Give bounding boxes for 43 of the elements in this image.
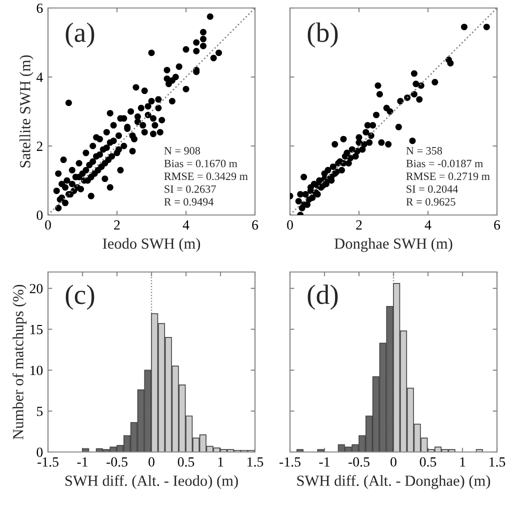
y-axis-title: Number of matchups (%) <box>12 284 26 440</box>
x-tick-label: 1 <box>218 457 224 466</box>
x-tick-label: 2 <box>356 220 362 230</box>
y-tick-label: 4 <box>36 72 43 82</box>
x-tick-label: -1 <box>77 457 88 466</box>
y-axis-title: Satellite SWH (m) <box>20 55 34 168</box>
x-tick-label: -1 <box>319 457 330 466</box>
x-tick-label: 1.5 <box>490 457 506 467</box>
y-tick-label: 20 <box>30 284 43 294</box>
annotation: (c) <box>66 284 94 310</box>
x-axis-title: Ieodo SWH (m) <box>102 238 200 252</box>
annotation: (d) <box>308 284 338 310</box>
x-tick-label: 6 <box>494 220 500 230</box>
y-tick-label: 15 <box>30 324 43 334</box>
x-tick-label: 0.5 <box>420 457 436 467</box>
x-tick-label: -1.5 <box>38 457 58 467</box>
x-tick-label: 0 <box>287 220 293 230</box>
annotation: N = 358 Bias = -0.0187 m RMSE = 0.2719 m SI = 0.2044 R = 0.9625 <box>406 147 490 206</box>
annotation: (b) <box>308 22 338 48</box>
y-tick-label: 10 <box>30 366 43 376</box>
x-tick-label: 2 <box>114 220 120 230</box>
y-tick-label: 0 <box>36 448 43 457</box>
x-tick-label: 6 <box>252 220 258 230</box>
x-axis-title: Donghae SWH (m) <box>334 238 452 252</box>
y-tick-label: 0 <box>36 210 43 220</box>
x-tick-label: 0 <box>148 457 154 467</box>
x-tick-label: 1.5 <box>248 457 264 467</box>
x-axis-title: SWH diff. (Alt. - Donghae) (m) <box>297 475 490 490</box>
x-tick-label: 1 <box>460 457 466 466</box>
x-tick-label: -1.5 <box>280 457 300 467</box>
x-tick-label: 0 <box>45 220 51 230</box>
x-tick-label: 0.5 <box>178 457 194 467</box>
x-tick-label: 4 <box>424 220 432 230</box>
x-tick-label: -0.5 <box>106 457 128 467</box>
x-tick-label: 0 <box>390 457 396 467</box>
annotation: N = 908 Bias = 0.1670 m RMSE = 0.3429 m SI = 0.2637 R = 0.9494 <box>164 147 248 206</box>
x-tick-label: -0.5 <box>348 457 370 467</box>
y-tick-label: 2 <box>36 142 42 151</box>
annotation: (a) <box>66 22 94 48</box>
y-tick-label: 6 <box>36 4 43 13</box>
x-tick-label: 4 <box>182 220 190 230</box>
y-tick-label: 5 <box>37 406 43 416</box>
x-axis-title: SWH diff. (Alt. - Ieodo) (m) <box>65 475 238 490</box>
